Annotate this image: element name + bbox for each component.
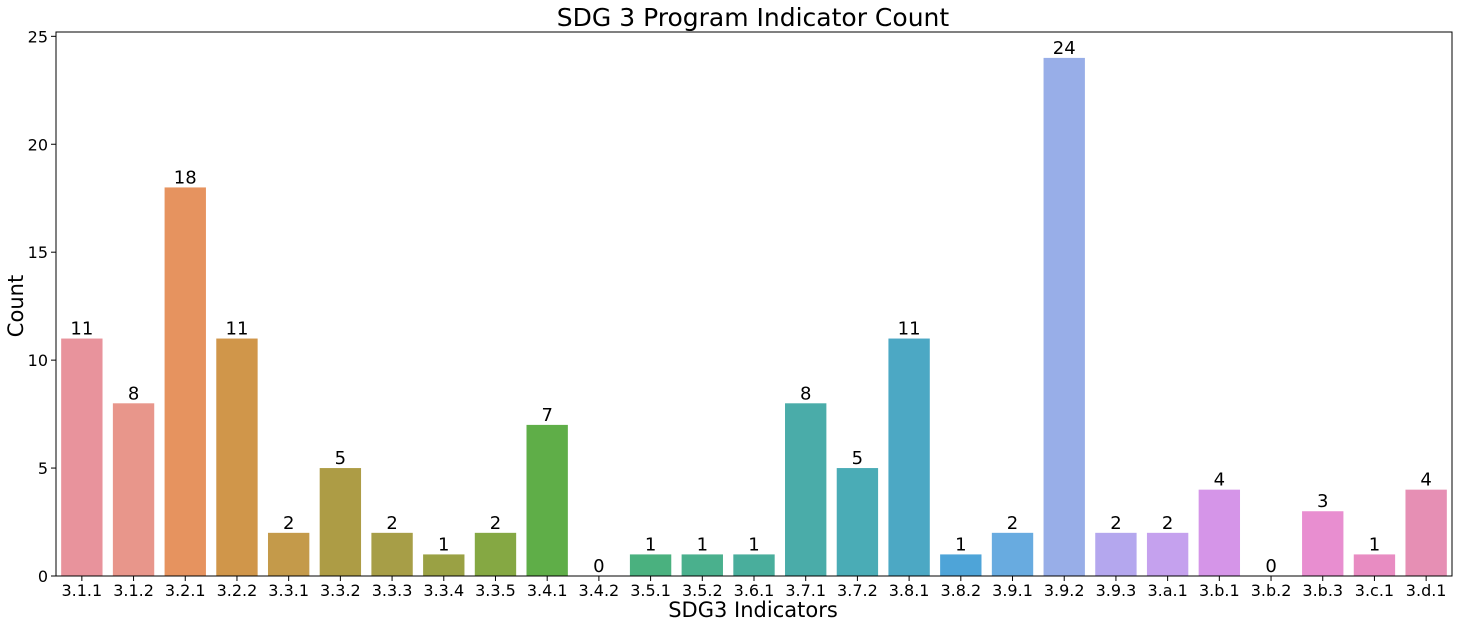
x-tick-label: 3.d.1 <box>1406 581 1447 600</box>
bar <box>216 338 258 576</box>
bar <box>940 554 982 576</box>
y-tick-label: 15 <box>28 243 48 262</box>
x-tick-label: 3.4.1 <box>527 581 568 600</box>
bar <box>1405 489 1447 576</box>
bar <box>61 338 103 576</box>
x-axis-title: SDG3 Indicators <box>668 598 838 622</box>
x-tick-label: 3.b.2 <box>1251 581 1292 600</box>
x-tick-label: 3.5.2 <box>682 581 723 600</box>
y-tick-label: 10 <box>28 351 48 370</box>
x-tick-label: 3.3.1 <box>268 581 309 600</box>
x-tick-label: 3.2.1 <box>165 581 206 600</box>
bar <box>423 554 465 576</box>
x-tick-label: 3.8.1 <box>889 581 930 600</box>
bar-value-label: 1 <box>438 534 449 555</box>
bar-value-label: 0 <box>593 556 604 577</box>
bar-value-label: 1 <box>1369 534 1380 555</box>
bar-value-label: 2 <box>386 513 397 534</box>
bar-value-label: 4 <box>1214 470 1225 491</box>
x-tick-label: 3.b.1 <box>1199 581 1240 600</box>
bar <box>112 403 155 576</box>
x-tick-label: 3.4.2 <box>579 581 620 600</box>
bar-value-label: 1 <box>955 534 966 555</box>
bar-value-label: 2 <box>1162 513 1173 534</box>
plot-frame <box>55 31 1453 577</box>
bar <box>474 532 517 576</box>
bar-value-label: 11 <box>898 319 921 340</box>
bar <box>164 187 206 576</box>
x-axis: 3.1.1 3.1.2 3.2.1 3.2.2 3.3.1 3.3.2 3.3.3 3.3.4… <box>61 576 1446 600</box>
x-tick-label: 3.3.5 <box>475 581 516 600</box>
bar <box>836 468 879 576</box>
bar-value-label: 2 <box>1110 513 1121 534</box>
bar <box>1353 554 1396 576</box>
bar <box>785 403 827 576</box>
bar-value-label: 11 <box>226 319 249 340</box>
bar <box>991 532 1034 576</box>
x-tick-label: 3.1.2 <box>113 581 154 600</box>
bar-value-label: 5 <box>335 448 346 469</box>
bar-value-label: 1 <box>697 534 708 555</box>
bar <box>371 532 413 576</box>
bar-value-label: 1 <box>748 534 759 555</box>
y-tick-label: 0 <box>38 567 48 586</box>
bar-value-label: 5 <box>852 448 863 469</box>
x-tick-label: 3.3.4 <box>423 581 464 600</box>
chart-title: SDG 3 Program Indicator Count <box>557 3 950 32</box>
bar-value-label: 24 <box>1053 38 1076 59</box>
bar <box>681 554 723 576</box>
bar <box>1043 57 1085 576</box>
x-tick-label: 3.7.2 <box>837 581 878 600</box>
bar-value-label: 1 <box>645 534 656 555</box>
bar <box>267 532 310 576</box>
bar-value-label: 2 <box>283 513 294 534</box>
y-tick-label: 5 <box>38 459 48 478</box>
bar-value-label: 3 <box>1317 491 1328 512</box>
bar-value-label: 2 <box>1007 513 1018 534</box>
x-tick-label: 3.3.3 <box>372 581 413 600</box>
x-tick-label: 3.1.1 <box>61 581 102 600</box>
y-axis-title: Count <box>4 275 28 337</box>
bar-value-label: 7 <box>541 405 552 426</box>
y-axis: 0 5 10 15 20 25 <box>28 27 56 586</box>
bar-value-label: 8 <box>128 383 139 404</box>
y-tick-label: 25 <box>28 27 48 46</box>
bars-group <box>61 57 1447 576</box>
bar <box>733 554 775 576</box>
x-tick-label: 3.a.1 <box>1147 581 1187 600</box>
bar-value-label: 18 <box>174 167 197 188</box>
bar <box>629 554 672 576</box>
x-tick-label: 3.b.3 <box>1302 581 1343 600</box>
bar <box>1095 532 1137 576</box>
x-tick-label: 3.2.2 <box>217 581 258 600</box>
bar-value-label: 2 <box>490 513 501 534</box>
x-tick-label: 3.3.2 <box>320 581 361 600</box>
x-tick-label: 3.8.2 <box>940 581 981 600</box>
bar-value-label: 4 <box>1420 470 1431 491</box>
bar <box>319 468 362 576</box>
bar-value-label: 8 <box>800 383 811 404</box>
bar <box>1198 489 1241 576</box>
x-tick-label: 3.5.1 <box>630 581 671 600</box>
x-tick-label: 3.9.2 <box>1044 581 1085 600</box>
bar <box>1302 511 1344 576</box>
x-tick-label: 3.6.1 <box>734 581 775 600</box>
y-tick-label: 20 <box>28 135 48 154</box>
bar <box>526 424 568 576</box>
x-tick-label: 3.9.3 <box>1096 581 1137 600</box>
bar <box>1146 532 1189 576</box>
bar-value-label: 0 <box>1265 556 1276 577</box>
x-tick-label: 3.9.1 <box>992 581 1033 600</box>
x-tick-label: 3.7.1 <box>785 581 826 600</box>
bar <box>888 338 930 576</box>
x-tick-label: 3.c.1 <box>1355 581 1394 600</box>
bar-value-label: 11 <box>70 319 93 340</box>
